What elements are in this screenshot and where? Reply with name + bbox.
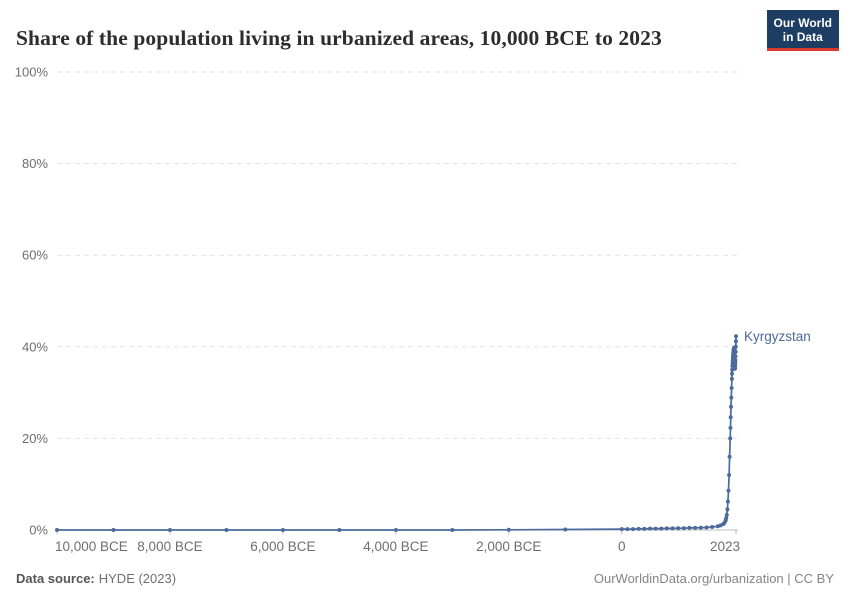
data-point-marker[interactable]: [681, 526, 686, 531]
y-tick-label: 20%: [22, 431, 48, 446]
attribution-link[interactable]: OurWorldinData.org/urbanization | CC BY: [593, 571, 834, 586]
data-point-marker[interactable]: [625, 527, 630, 532]
y-tick-label: 60%: [22, 248, 48, 263]
data-point-marker[interactable]: [111, 528, 116, 532]
data-point-marker[interactable]: [280, 528, 285, 532]
data-point-marker[interactable]: [729, 376, 734, 381]
y-tick-label: 0%: [29, 523, 48, 538]
x-tick-label: 2,000 BCE: [476, 539, 541, 554]
data-point-marker[interactable]: [733, 339, 738, 344]
data-point-marker[interactable]: [733, 358, 738, 363]
data-point-marker[interactable]: [710, 525, 715, 529]
data-point-marker[interactable]: [726, 488, 731, 493]
owid-logo-line1: Our World: [773, 16, 832, 30]
x-tick-label: 0: [618, 539, 626, 554]
data-point-marker[interactable]: [337, 528, 342, 532]
data-point-marker[interactable]: [730, 371, 734, 376]
data-point-marker[interactable]: [224, 528, 229, 532]
y-tick-label: 100%: [15, 65, 49, 80]
data-point-marker[interactable]: [733, 344, 738, 349]
data-point-marker[interactable]: [728, 425, 733, 430]
owid-logo-line2: in Data: [782, 30, 823, 45]
data-point-marker[interactable]: [631, 527, 635, 532]
data-point-marker[interactable]: [659, 526, 664, 531]
data-point-marker[interactable]: [55, 528, 59, 532]
x-tick-label: 4,000 BCE: [363, 539, 428, 554]
data-source-value: HYDE (2023): [98, 571, 177, 586]
data-point-marker[interactable]: [636, 526, 641, 531]
data-point-marker[interactable]: [729, 404, 733, 409]
x-tick-label: 6,000 BCE: [250, 539, 315, 554]
data-point-marker[interactable]: [725, 499, 730, 504]
data-point-marker[interactable]: [727, 473, 732, 477]
data-point-marker[interactable]: [724, 516, 729, 521]
data-point-marker[interactable]: [728, 415, 733, 420]
data-point-marker[interactable]: [670, 526, 675, 531]
data-point-marker[interactable]: [664, 526, 669, 531]
data-point-marker[interactable]: [563, 527, 568, 532]
data-point-marker[interactable]: [729, 395, 734, 400]
data-point-marker[interactable]: [648, 526, 652, 531]
data-point-marker[interactable]: [693, 525, 698, 530]
owid-logo[interactable]: Our World in Data: [766, 10, 839, 52]
data-point-marker[interactable]: [168, 528, 172, 532]
data-point-marker[interactable]: [704, 525, 709, 530]
x-tick-label: 10,000 BCE: [55, 539, 128, 554]
data-source-note: Data source: HYDE (2023): [16, 571, 176, 586]
data-point-marker[interactable]: [393, 528, 398, 532]
data-point-marker[interactable]: [734, 334, 738, 339]
data-point-marker[interactable]: [676, 526, 681, 531]
data-point-marker[interactable]: [724, 512, 729, 517]
x-tick-label: 8,000 BCE: [137, 539, 202, 554]
data-point-marker[interactable]: [619, 527, 624, 532]
data-point-marker[interactable]: [728, 436, 733, 441]
page-title: Share of the population living in urbani…: [16, 26, 662, 51]
y-tick-label: 80%: [22, 156, 48, 171]
data-point-marker[interactable]: [687, 525, 692, 530]
y-tick-label: 40%: [22, 339, 48, 354]
data-source-label: Data source:: [16, 571, 95, 586]
x-tick-label: 2023: [710, 539, 740, 554]
data-point-marker[interactable]: [733, 349, 738, 354]
data-point-marker[interactable]: [698, 525, 703, 530]
data-point-marker[interactable]: [450, 528, 455, 532]
data-point-marker[interactable]: [733, 354, 738, 359]
data-point-marker[interactable]: [506, 527, 511, 532]
data-point-marker[interactable]: [729, 386, 734, 390]
entity-label: Kyrgyzstan: [744, 329, 811, 344]
data-point-marker[interactable]: [725, 507, 730, 512]
data-point-marker[interactable]: [727, 454, 732, 459]
data-point-marker[interactable]: [642, 526, 647, 531]
data-line[interactable]: [56, 335, 737, 531]
chart-footer: Data source: HYDE (2023) OurWorldinData.o…: [16, 571, 834, 586]
data-point-marker[interactable]: [653, 526, 658, 531]
